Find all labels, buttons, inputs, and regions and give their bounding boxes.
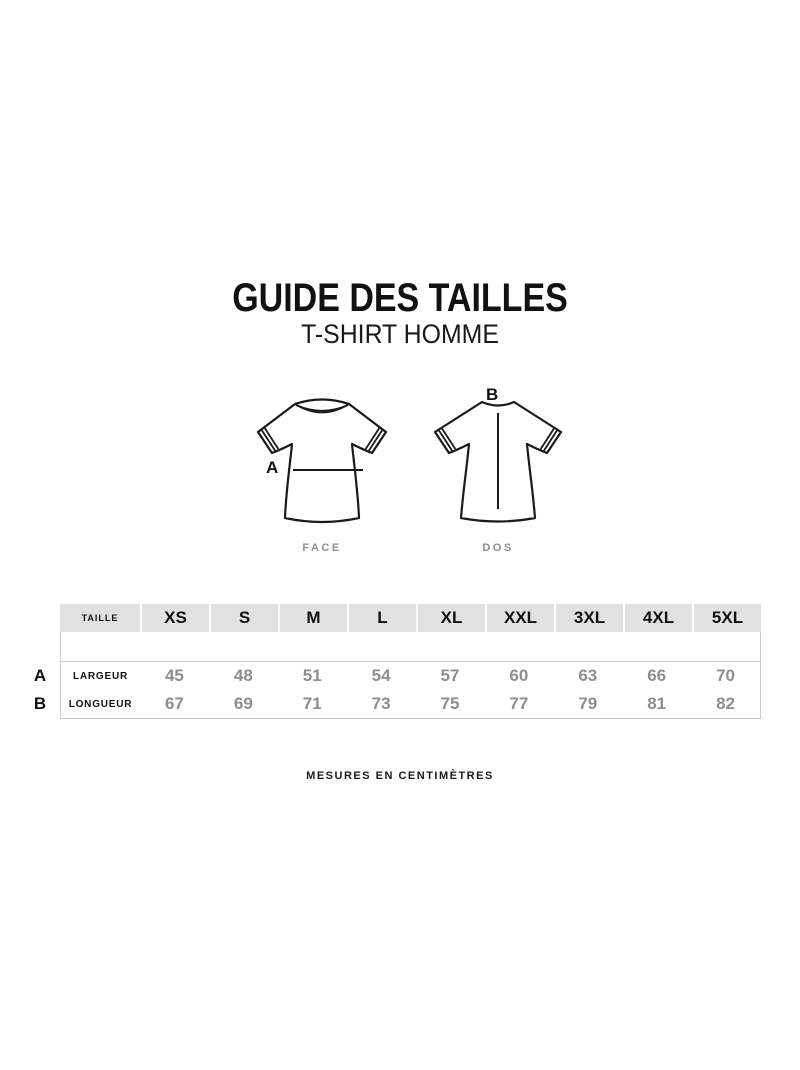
- cell-value: 66: [647, 666, 667, 685]
- header-cell-size: L: [347, 604, 416, 632]
- header-cell-size: 5XL: [692, 604, 761, 632]
- cell-value: 82: [716, 694, 735, 713]
- row-letter-a: A: [33, 666, 47, 685]
- header-cell-size: XXL: [485, 604, 554, 632]
- cell-value: 81: [647, 694, 667, 713]
- header-cell-size: XS: [140, 604, 209, 632]
- header-cell-size: XL: [416, 604, 485, 632]
- table-row-largeur: LARGEUR 45 48 51 54 57 60 63 66 70: [61, 662, 760, 690]
- front-tshirt-icon: [256, 398, 388, 524]
- header-cell-taille: TAILLE: [81, 613, 119, 623]
- page-subtitle: T-SHIRT HOMME: [301, 319, 499, 349]
- left-cuff-lines: [438, 427, 456, 452]
- back-caption: DOS: [482, 542, 514, 554]
- cell-value: 60: [509, 666, 529, 685]
- cell-value: 45: [164, 666, 184, 685]
- cell-value: 48: [233, 666, 253, 685]
- cell-value: 57: [440, 666, 460, 685]
- cell-value: 75: [440, 694, 460, 713]
- front-caption: FACE: [302, 542, 342, 554]
- page-title: GUIDE DES TAILLES: [232, 276, 568, 320]
- row-letter-b: B: [33, 694, 47, 713]
- cell-value: 67: [164, 694, 184, 713]
- measure-label-a: A: [266, 458, 279, 477]
- front-tshirt-outline: [256, 398, 388, 524]
- header-cell-size: M: [278, 604, 347, 632]
- size-table-body: LARGEUR 45 48 51 54 57 60 63 66 70 LONGU…: [60, 632, 761, 719]
- right-cuff-lines: [365, 427, 383, 452]
- cell-value: 71: [302, 694, 322, 713]
- size-table-header: TAILLE XS S M L XL XXL 3XL 4XL 5XL: [60, 604, 761, 632]
- cell-value: 69: [233, 694, 253, 713]
- spacer-row: [61, 632, 760, 662]
- units-note: MESURES EN CENTIMÈTRES: [306, 770, 494, 782]
- right-cuff-lines: [540, 427, 558, 452]
- header-cell-size: 3XL: [554, 604, 623, 632]
- header-cell-size: S: [209, 604, 278, 632]
- cell-value: 70: [716, 666, 735, 685]
- row-label: LARGEUR: [72, 670, 129, 682]
- row-label: LONGUEUR: [68, 698, 133, 710]
- table-row-longueur: LONGUEUR 67 69 71 73 75 77 79 81 82: [61, 690, 760, 718]
- cell-value: 63: [578, 666, 598, 685]
- cell-value: 79: [578, 694, 598, 713]
- measure-label-b: B: [486, 385, 499, 404]
- size-table: TAILLE XS S M L XL XXL 3XL 4XL 5XL LARGE…: [60, 604, 761, 719]
- cell-value: 77: [509, 694, 529, 713]
- header-cell-size: 4XL: [623, 604, 692, 632]
- cell-value: 73: [371, 694, 391, 713]
- left-cuff-lines: [261, 427, 279, 452]
- back-tshirt-icon: [433, 400, 563, 523]
- cell-value: 51: [302, 666, 322, 685]
- cell-value: 54: [371, 666, 391, 685]
- collar-band-inner: [296, 404, 348, 412]
